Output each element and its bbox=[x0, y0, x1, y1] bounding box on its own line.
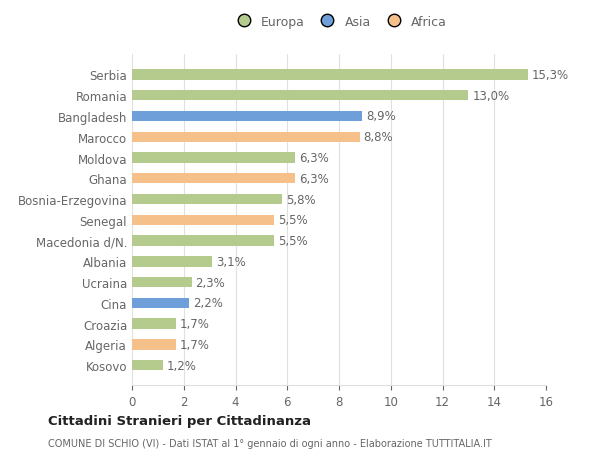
Text: 15,3%: 15,3% bbox=[532, 69, 569, 82]
Bar bbox=[132, 70, 528, 80]
Bar bbox=[132, 215, 274, 225]
Text: 6,3%: 6,3% bbox=[299, 173, 329, 185]
Text: 5,5%: 5,5% bbox=[278, 214, 308, 227]
Bar bbox=[132, 319, 176, 329]
Text: 8,8%: 8,8% bbox=[364, 131, 393, 144]
Text: 13,0%: 13,0% bbox=[472, 90, 509, 102]
Bar bbox=[132, 132, 360, 143]
Bar bbox=[132, 112, 362, 122]
Text: 2,3%: 2,3% bbox=[196, 276, 225, 289]
Text: 3,1%: 3,1% bbox=[216, 255, 246, 268]
Bar bbox=[132, 174, 295, 184]
Legend: Europa, Asia, Africa: Europa, Asia, Africa bbox=[227, 12, 451, 32]
Text: 1,7%: 1,7% bbox=[180, 318, 210, 330]
Bar bbox=[132, 257, 212, 267]
Bar bbox=[132, 340, 176, 350]
Bar bbox=[132, 298, 189, 308]
Text: Cittadini Stranieri per Cittadinanza: Cittadini Stranieri per Cittadinanza bbox=[48, 414, 311, 428]
Text: 2,2%: 2,2% bbox=[193, 297, 223, 310]
Text: 5,8%: 5,8% bbox=[286, 193, 316, 206]
Text: 1,2%: 1,2% bbox=[167, 359, 197, 372]
Bar bbox=[132, 236, 274, 246]
Bar bbox=[132, 277, 191, 288]
Bar bbox=[132, 153, 295, 163]
Text: 8,9%: 8,9% bbox=[366, 110, 396, 123]
Text: 6,3%: 6,3% bbox=[299, 151, 329, 165]
Text: 5,5%: 5,5% bbox=[278, 235, 308, 247]
Bar bbox=[132, 360, 163, 370]
Text: 1,7%: 1,7% bbox=[180, 338, 210, 351]
Text: COMUNE DI SCHIO (VI) - Dati ISTAT al 1° gennaio di ogni anno - Elaborazione TUTT: COMUNE DI SCHIO (VI) - Dati ISTAT al 1° … bbox=[48, 438, 492, 448]
Bar bbox=[132, 195, 282, 205]
Bar bbox=[132, 91, 469, 101]
